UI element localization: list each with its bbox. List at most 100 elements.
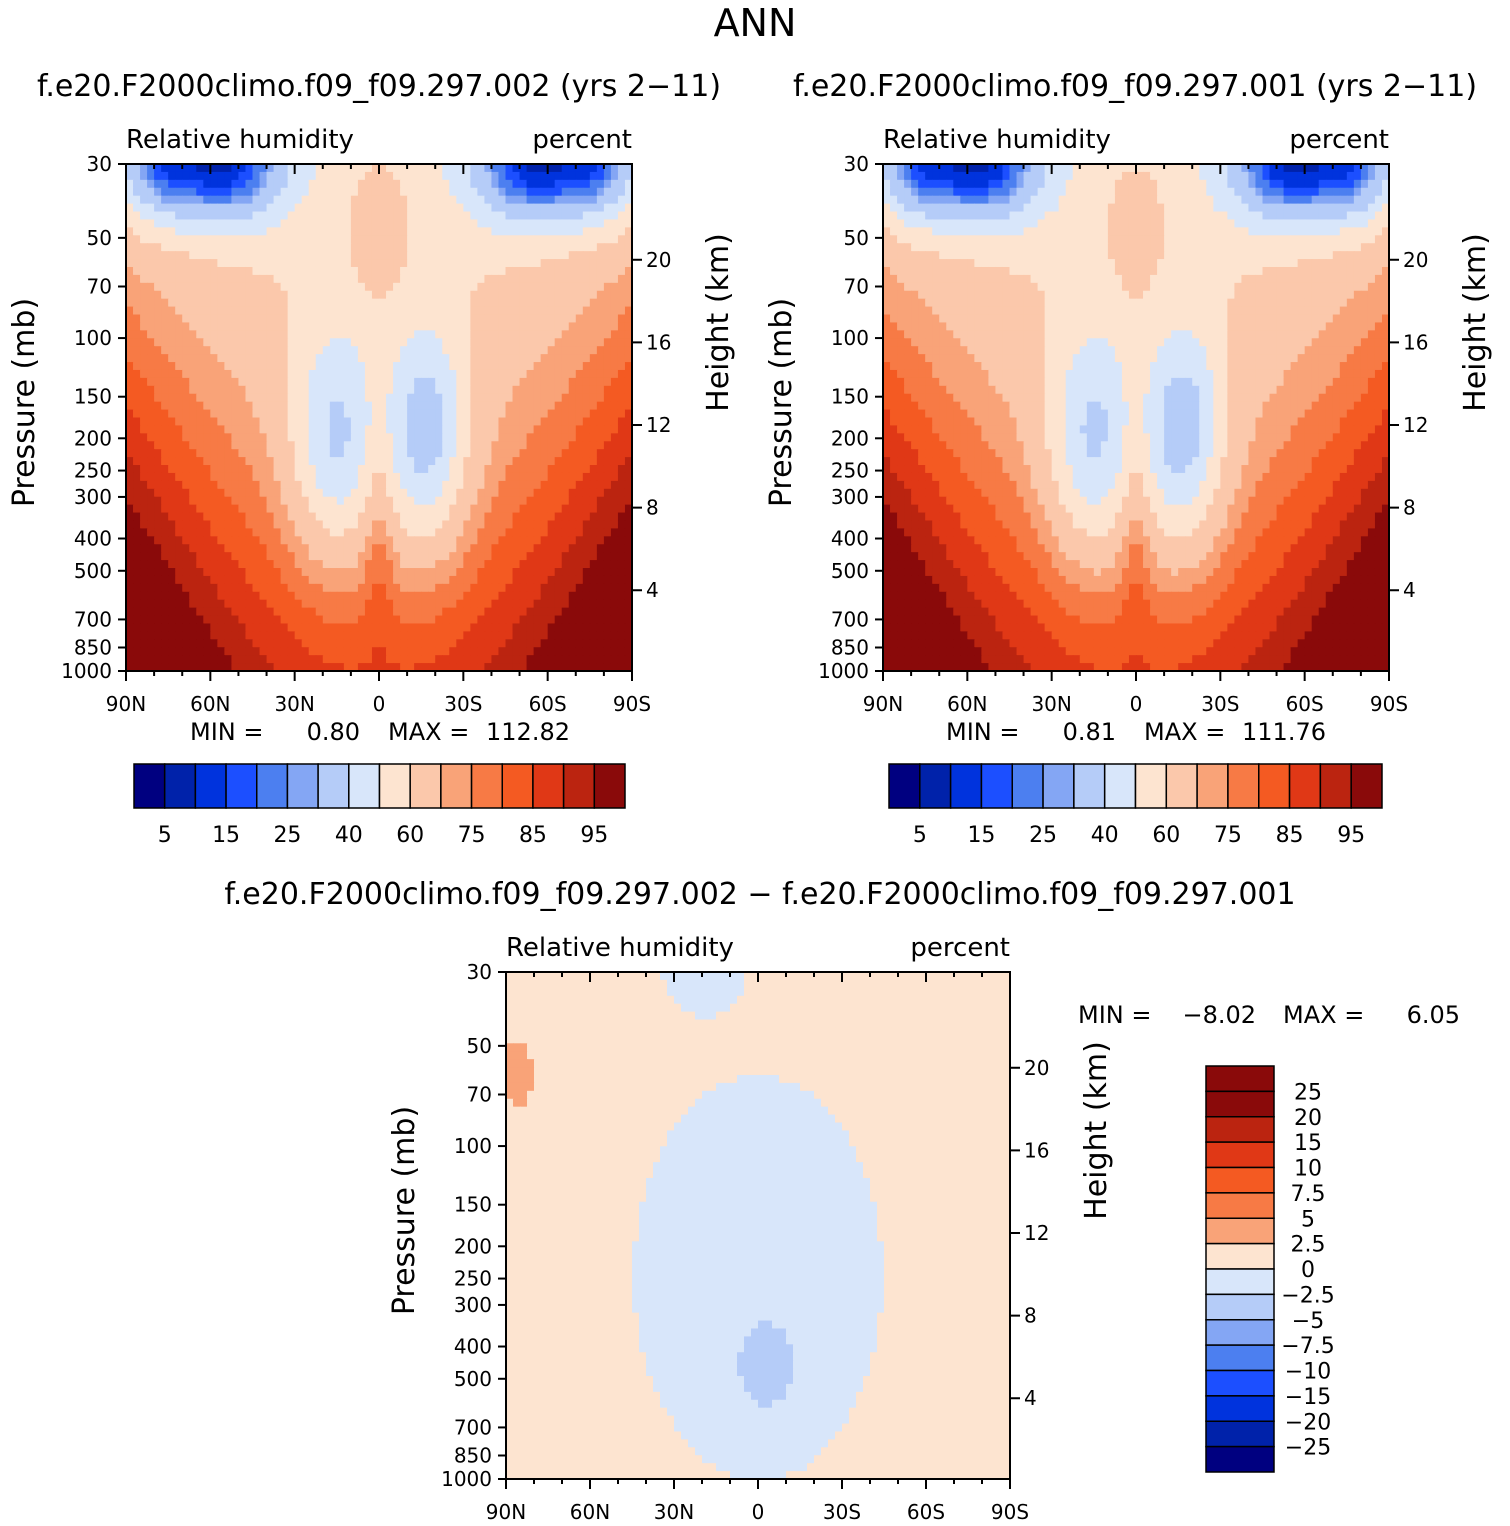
field-cell [336, 536, 345, 545]
field-cell [329, 623, 338, 632]
field-cell [603, 346, 612, 355]
field-cell [301, 575, 310, 585]
field-cell [189, 441, 197, 450]
field-cell [280, 243, 289, 252]
field-cell [617, 425, 626, 434]
field-cell [428, 393, 436, 403]
field-cell [477, 377, 486, 387]
field-cell [519, 274, 528, 284]
field-cell [1030, 171, 1039, 181]
field-cell [238, 465, 247, 474]
field-cell [421, 266, 429, 276]
field-cell [526, 488, 535, 498]
field-cell [315, 369, 324, 379]
field-cell [161, 591, 169, 601]
field-cell [329, 441, 338, 450]
field-cell [161, 219, 169, 228]
field-cell [336, 393, 345, 403]
field-cell [259, 528, 268, 537]
field-cell [561, 187, 570, 197]
field-cell [568, 441, 577, 450]
field-cell [266, 369, 275, 379]
field-cell [175, 235, 183, 244]
field-cell [386, 615, 394, 625]
field-cell [133, 536, 141, 545]
field-cell [224, 457, 233, 466]
field-cell [477, 211, 486, 221]
field-cell [407, 496, 415, 506]
field-cell [336, 203, 345, 213]
field-cell [357, 544, 366, 553]
field-cell [1367, 164, 1376, 173]
field-cell [315, 480, 324, 490]
colorbar-box [409, 763, 442, 809]
field-cell [308, 330, 317, 339]
field-cell [1276, 164, 1285, 173]
field-cell [238, 235, 247, 244]
field-cell [519, 251, 528, 260]
field-cell [540, 504, 549, 514]
field-cell [308, 417, 317, 427]
field-cell [182, 631, 190, 640]
field-cell [386, 179, 394, 189]
field-cell [217, 401, 225, 411]
field-cell [1150, 179, 1158, 189]
field-cell [519, 171, 528, 181]
field-cell [336, 552, 345, 561]
field-cell [393, 306, 401, 316]
field-cell [329, 607, 338, 617]
field-cell [273, 338, 282, 347]
field-cell [1304, 179, 1313, 189]
max-value: 112.82 [486, 718, 570, 746]
field-cell [189, 266, 197, 276]
field-cell [301, 536, 310, 545]
field-cell [421, 401, 429, 411]
field-cell [336, 441, 345, 450]
field-cell [280, 354, 289, 363]
field-cell [280, 377, 289, 387]
field-cell [287, 488, 296, 498]
field-cell [505, 298, 514, 308]
field-cell [526, 274, 535, 284]
field-cell [568, 377, 577, 387]
field-cell [168, 568, 176, 577]
field-cell [210, 282, 218, 292]
field-cell [519, 290, 528, 300]
field-cell [568, 472, 577, 482]
field-cell [266, 655, 275, 664]
field-cell [308, 512, 317, 522]
field-cell [484, 401, 493, 411]
field-cell [329, 568, 338, 577]
field-cell [252, 346, 261, 355]
field-cell [133, 663, 141, 672]
field-cell [357, 496, 366, 506]
field-cell [350, 401, 359, 411]
field-cell [470, 211, 478, 221]
field-cell [182, 663, 190, 672]
field-cell [442, 512, 450, 522]
field-cell [364, 314, 373, 324]
field-cell [322, 615, 331, 625]
field-cell [491, 171, 500, 181]
field-cell [357, 615, 366, 625]
field-cell [414, 354, 422, 363]
field-cell [371, 290, 380, 300]
field-cell [393, 599, 401, 609]
field-cell [238, 528, 247, 537]
field-cell [596, 377, 605, 387]
field-cell [596, 504, 605, 514]
field-cell [336, 243, 345, 252]
field-cell [526, 504, 535, 514]
field-cell [456, 171, 464, 181]
field-cell [379, 235, 387, 244]
field-cell [456, 512, 464, 522]
field-cell [287, 631, 296, 640]
field-cell [287, 401, 296, 411]
field-cell [147, 377, 155, 387]
field-cell [252, 433, 261, 442]
field-cell [329, 211, 338, 221]
field-cell [414, 282, 422, 292]
field-cell [280, 607, 289, 617]
field-cell [203, 647, 211, 656]
field-cell [575, 266, 584, 276]
